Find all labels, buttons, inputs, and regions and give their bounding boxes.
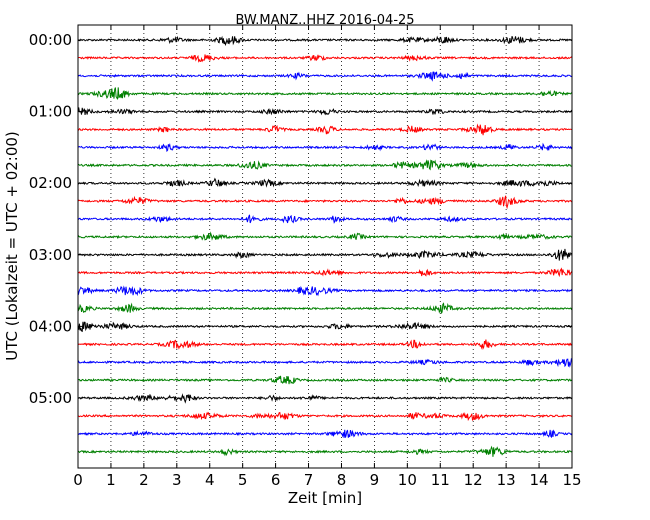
y-tick-label: 00:00 — [29, 31, 72, 49]
y-tick-label: 01:00 — [29, 103, 72, 121]
trace-row-0545 — [77, 445, 573, 457]
trace-row-0200 — [77, 177, 573, 188]
y-tick-label: 02:00 — [29, 174, 72, 192]
x-axis-label: Zeit [min] — [288, 489, 362, 507]
y-tick-label: 05:00 — [29, 389, 72, 407]
trace-row-0230 — [77, 214, 573, 224]
y-tick-label: 03:00 — [29, 246, 72, 264]
x-tick-label: 3 — [172, 471, 182, 489]
grid-lines — [110, 25, 540, 468]
y-axis-ticks: 00:00 01:00 02:00 03:00 04:00 05:00 — [29, 31, 572, 407]
trace-row-0400 — [77, 321, 573, 333]
x-tick-label: 8 — [337, 471, 347, 489]
x-tick-label: 13 — [497, 471, 516, 489]
trace-row-0145 — [77, 159, 573, 171]
x-tick-label: 7 — [304, 471, 314, 489]
x-tick-label: 2 — [139, 471, 149, 489]
chart-title: BW.MANZ..HHZ 2016-04-25 — [235, 13, 414, 28]
x-axis-ticks: 0 1 2 3 4 5 6 7 8 9 10 11 12 13 14 15 — [73, 25, 582, 489]
x-tick-label: 5 — [238, 471, 248, 489]
x-tick-label: 12 — [464, 471, 483, 489]
x-tick-label: 11 — [431, 471, 450, 489]
trace-row-0345 — [77, 302, 573, 314]
trace-row-0515 — [77, 411, 573, 422]
trace-row-0215 — [77, 195, 573, 210]
trace-row-0130 — [77, 142, 573, 153]
x-tick-label: 0 — [73, 471, 83, 489]
y-axis-label: UTC (Lokalzeit = UTC + 02:00) — [3, 131, 21, 361]
trace-row-0045 — [77, 87, 573, 100]
trace-row-0415 — [77, 339, 573, 350]
trace-row-0500 — [77, 393, 573, 404]
x-tick-label: 4 — [205, 471, 215, 489]
trace-row-0430 — [77, 357, 573, 368]
trace-row-0530 — [77, 429, 573, 439]
y-tick-label: 04:00 — [29, 317, 72, 335]
x-tick-label: 6 — [271, 471, 281, 489]
plot-frame — [77, 24, 573, 469]
x-tick-label: 14 — [530, 471, 549, 489]
trace-row-0300 — [77, 248, 573, 261]
trace-row-0100 — [77, 107, 573, 116]
seismic-traces — [77, 35, 573, 457]
x-tick-label: 15 — [562, 471, 581, 489]
trace-row-0330 — [77, 285, 573, 297]
trace-row-0000 — [77, 35, 573, 47]
x-tick-label: 9 — [370, 471, 380, 489]
x-tick-label: 10 — [398, 471, 417, 489]
trace-row-0445 — [77, 375, 573, 385]
trace-row-0315 — [77, 267, 573, 278]
trace-row-0245 — [77, 231, 573, 241]
trace-row-0030 — [77, 71, 573, 82]
x-tick-label: 1 — [106, 471, 116, 489]
trace-row-0115 — [77, 123, 573, 136]
trace-row-0015 — [77, 54, 573, 63]
